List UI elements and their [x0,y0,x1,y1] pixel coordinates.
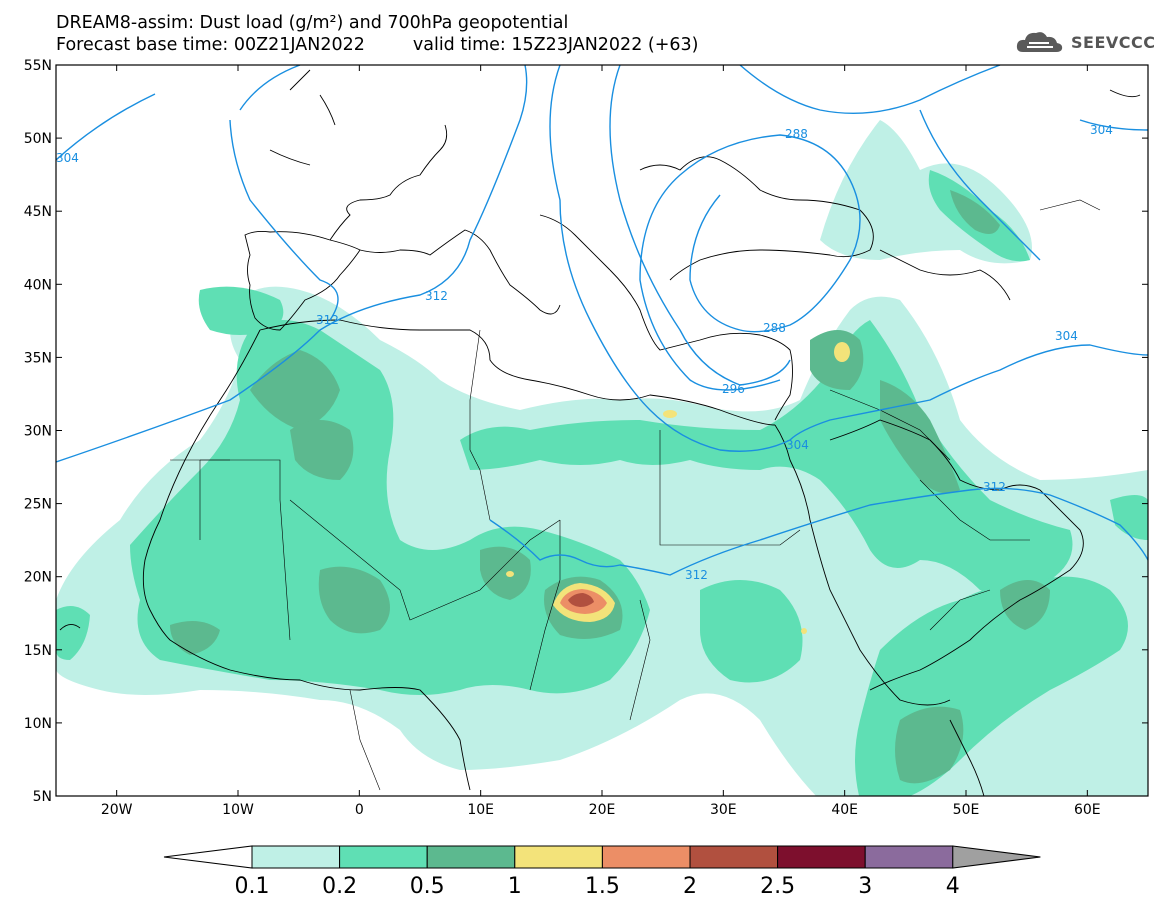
lon-label: 10W [222,802,254,818]
contour-label: 312 [425,289,448,303]
lon-label: 20E [589,802,616,818]
dust-level-2 [568,593,594,607]
contour-label: 288 [763,321,786,335]
colorbar-labels: 0.1 0.2 0.5 1 1.5 2 2.5 3 4 [235,874,960,899]
colorbar-segment [426,845,516,869]
contour-label: 296 [722,382,745,396]
lon-label: 40E [831,802,858,818]
lat-ticks [56,64,1148,797]
lon-label: 20W [101,802,133,818]
lat-label: 50N [24,131,52,147]
colorbar-segment [777,845,866,869]
lon-label: 60E [1074,802,1101,818]
contour-label: 288 [785,127,808,141]
forecast-base-time: Forecast base time: 00Z21JAN2022 [56,35,365,55]
title-line-2: Forecast base time: 00Z21JAN2022 valid ti… [56,35,698,55]
colorbar-segment [689,845,779,869]
colorbar-segment [339,845,428,869]
contour-label-group: 304 288 304 312 312 288 296 304 304 312 … [56,123,1113,582]
colorbar-tick-label: 4 [946,874,960,899]
lon-labels: 20W 10W 0 10E 20E 30E 40E 50E 60E [101,802,1101,818]
contour-label: 312 [685,568,708,582]
colorbar-right-arrow [952,845,1041,869]
lat-label: 5N [33,789,52,805]
contour-label: 304 [1090,123,1113,137]
contour-label: 304 [786,438,809,452]
contour-label: 304 [56,151,79,165]
colorbar-tick-label: 1 [508,874,522,899]
seevccc-logo: SEEVCCC [1015,28,1156,56]
lat-label: 40N [24,277,52,293]
logo-text: SEEVCCC [1071,32,1156,52]
colorbar-segment [864,845,954,869]
lat-label: 10N [24,716,52,732]
valid-time: valid time: 15Z23JAN2022 (+63) [412,35,699,55]
lat-label: 25N [24,497,52,513]
cloud-logo-icon [1016,32,1063,52]
country-borders [170,199,1101,791]
lon-label: 0 [355,802,364,818]
colorbar-tick-label: 0.5 [410,874,445,899]
lat-label: 45N [24,204,52,220]
geopotential-contours [56,65,1148,576]
title-line-1: DREAM8-assim: Dust load (g/m²) and 700hP… [56,13,569,33]
lon-label: 10E [467,802,494,818]
colorbar [163,845,1041,869]
contour-label: 312 [983,480,1006,494]
colorbar-segment [251,845,341,869]
colorbar-tick-label: 0.1 [235,874,270,899]
dust-field [56,120,1148,796]
lat-labels: 55N 50N 45N 40N 35N 30N 25N 20N 15N 10N 5N [24,58,52,805]
colorbar-tick-label: 2 [683,874,697,899]
contour-label: 304 [1055,329,1078,343]
lon-ticks [116,65,1088,796]
colorbar-segment [514,845,603,869]
contour-label: 312 [316,313,339,327]
lat-label: 35N [24,350,52,366]
colorbar-tick-label: 1.5 [585,874,620,899]
colorbar-segment [601,845,691,869]
colorbar-tick-label: 0.2 [322,874,357,899]
lat-label: 30N [24,424,52,440]
lon-label: 30E [710,802,737,818]
colorbar-tick-label: 2.5 [760,874,795,899]
lat-label: 15N [24,643,52,659]
lat-label: 55N [24,58,52,74]
lat-label: 20N [24,570,52,586]
colorbar-left-arrow [163,845,253,869]
lon-label: 50E [953,802,980,818]
colorbar-tick-label: 3 [858,874,872,899]
